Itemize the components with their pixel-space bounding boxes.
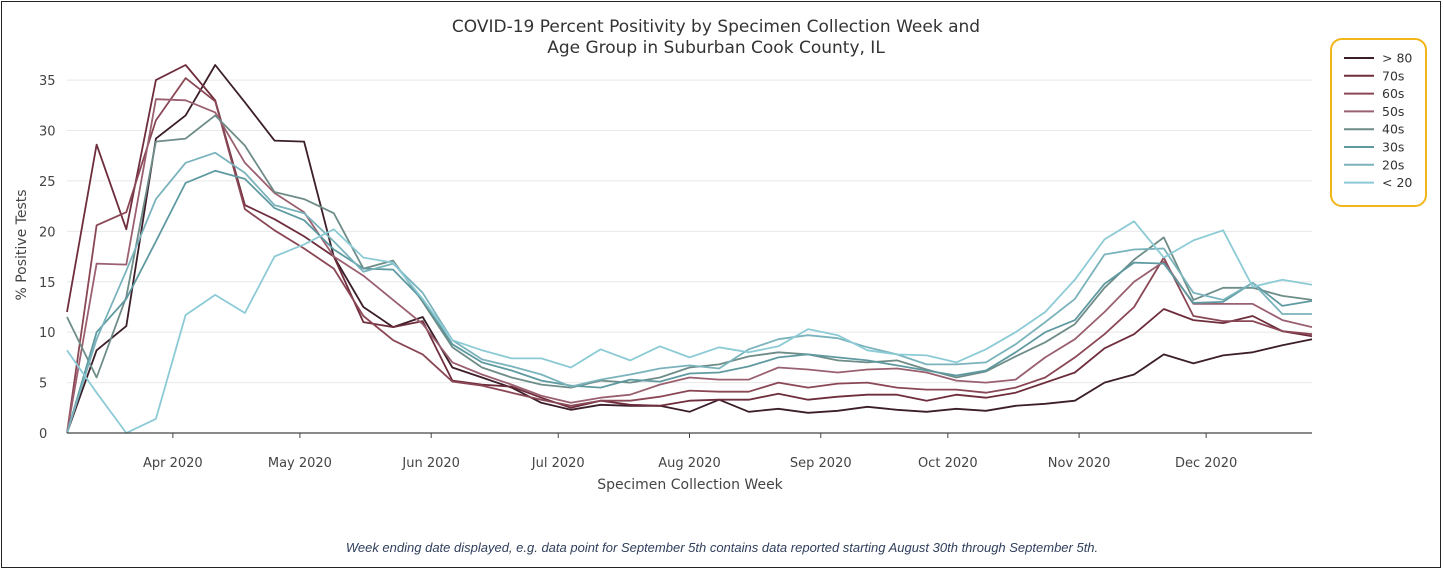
- legend-item[interactable]: > 80: [1344, 51, 1412, 66]
- axis-layer: 0 5 10 15 20 25 30 35 Apr 2020 May 2020 Jun 2020 Ju…: [39, 74, 1312, 471]
- chart-title-line-1: COVID-19 Percent Positivity by Specimen …: [452, 17, 980, 37]
- x-axis-title: Specimen Collection Week: [597, 477, 783, 493]
- series-line-0: [66, 64, 1313, 434]
- series-line-2: [66, 77, 1313, 434]
- series-line-3: [66, 98, 1313, 434]
- y-tick-label: 35: [39, 74, 56, 89]
- y-tick-label: 25: [39, 175, 56, 190]
- grid-layer: [67, 79, 1312, 384]
- legend-item[interactable]: 50s: [1344, 104, 1404, 119]
- legend-item[interactable]: 60s: [1344, 86, 1404, 101]
- x-tick-label: Oct 2020: [918, 456, 978, 471]
- y-tick-label: 20: [39, 225, 56, 240]
- series-line-7: [66, 220, 1313, 434]
- footnote: Week ending date displayed, e.g. data po…: [345, 540, 1099, 555]
- legend-label: < 20: [1382, 175, 1412, 190]
- legend-label: 30s: [1382, 140, 1404, 155]
- y-tick-label: 30: [39, 125, 56, 140]
- x-tick-label: Jul 2020: [531, 456, 585, 471]
- series-line-6: [66, 151, 1312, 434]
- x-tick-label: Aug 2020: [658, 456, 721, 471]
- y-axis-title: % Positive Tests: [14, 189, 30, 300]
- legend-label: 20s: [1382, 157, 1404, 172]
- legend-item[interactable]: 30s: [1344, 140, 1404, 155]
- y-tick-label: 0: [39, 427, 47, 442]
- x-tick-label: Sep 2020: [790, 456, 852, 471]
- y-tick-label: 15: [39, 276, 56, 291]
- series-line-4: [66, 114, 1313, 389]
- series-layer: [66, 64, 1313, 434]
- x-tick-label: Apr 2020: [143, 456, 203, 471]
- legend-label: > 80: [1382, 51, 1412, 66]
- x-tick-label: May 2020: [268, 456, 332, 471]
- legend-label: 60s: [1382, 86, 1404, 101]
- legend-item[interactable]: 20s: [1344, 157, 1404, 172]
- legend-label: 50s: [1382, 104, 1404, 119]
- x-tick-label: Dec 2020: [1175, 456, 1237, 471]
- y-tick-label: 10: [39, 326, 56, 341]
- legend[interactable]: > 80 70s 60s 50s 40s 30s 20s < 20: [1330, 38, 1427, 207]
- legend-item[interactable]: < 20: [1344, 175, 1412, 190]
- series-line-1: [66, 64, 1313, 409]
- legend-item[interactable]: 70s: [1344, 68, 1404, 83]
- legend-item[interactable]: 40s: [1344, 122, 1404, 137]
- x-tick-label: Jun 2020: [401, 456, 460, 471]
- series-line-5: [66, 169, 1313, 434]
- y-tick-label: 5: [39, 377, 47, 392]
- legend-label: 70s: [1382, 68, 1404, 83]
- x-tick-label: Nov 2020: [1048, 456, 1111, 471]
- legend-label: 40s: [1382, 122, 1404, 137]
- chart-title-line-2: Age Group in Suburban Cook County, IL: [547, 38, 885, 58]
